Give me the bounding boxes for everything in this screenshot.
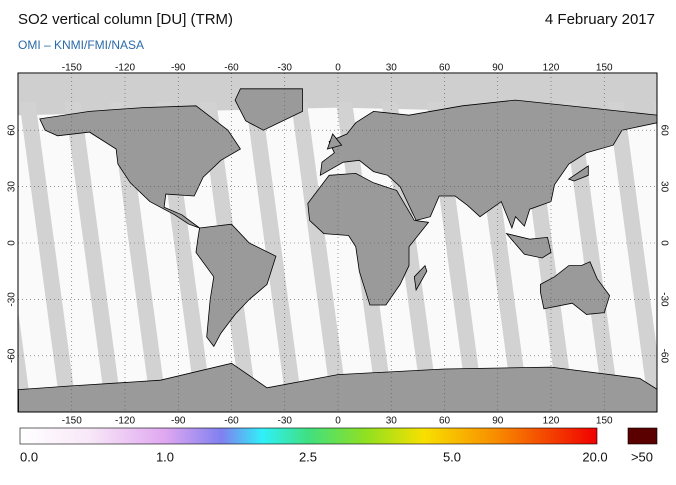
lon-tick-label: 0 — [335, 416, 341, 427]
lon-tick-label: 150 — [596, 416, 613, 427]
land — [307, 172, 430, 306]
lon-tick-label: 60 — [439, 416, 451, 427]
lon-tick-label: -90 — [171, 416, 186, 427]
lon-tick-label: 120 — [543, 63, 560, 74]
lon-tick-label: 0 — [335, 63, 341, 74]
lat-tick-label: -60 — [658, 349, 669, 364]
land — [319, 99, 657, 230]
colorbar-overflow — [627, 427, 658, 445]
lon-tick-label: 150 — [596, 63, 613, 74]
lon-tick-label: -120 — [115, 416, 135, 427]
date: 4 February 2017 — [545, 11, 655, 28]
lat-tick-label: 60 — [658, 125, 669, 137]
swath — [18, 309, 30, 394]
colorbar-label: 1.0 — [156, 449, 174, 464]
colorbar-label: 2.5 — [299, 449, 317, 464]
lon-tick-label: 120 — [543, 416, 560, 427]
map-frame — [17, 72, 658, 413]
lon-tick-label: -30 — [278, 416, 293, 427]
lat-tick-label: 0 — [658, 240, 669, 246]
lon-tick-label: -60 — [224, 416, 239, 427]
lon-tick-label: 90 — [492, 416, 504, 427]
land — [39, 105, 241, 229]
lat-tick-label: 0 — [7, 240, 18, 246]
land — [567, 165, 589, 182]
lat-tick-label: 30 — [7, 181, 18, 193]
colorbar — [19, 427, 598, 445]
swath — [291, 102, 346, 394]
title: SO2 vertical column [DU] (TRM) — [18, 11, 233, 28]
swath — [607, 102, 657, 394]
lon-tick-label: 90 — [492, 63, 504, 74]
colorbar-label: 5.0 — [443, 449, 461, 464]
swath — [245, 102, 301, 394]
lat-tick-label: 30 — [658, 181, 669, 193]
colorbar-label: >50 — [631, 449, 653, 464]
lon-tick-label: 30 — [386, 416, 398, 427]
source: OMI – KNMI/FMI/NASA — [18, 38, 144, 52]
land — [413, 264, 428, 292]
swath — [19, 102, 75, 394]
lon-tick-label: -60 — [224, 63, 239, 74]
swath — [109, 102, 165, 394]
lon-tick-label: 60 — [439, 63, 451, 74]
land — [540, 261, 611, 315]
lon-tick-label: 30 — [386, 63, 398, 74]
land — [234, 88, 303, 131]
colorbar-label: 20.0 — [582, 449, 607, 464]
land — [505, 232, 552, 259]
lat-tick-label: -60 — [7, 348, 18, 363]
swath — [64, 102, 120, 394]
colorbar-label: 0.0 — [20, 449, 38, 464]
lon-tick-label: -150 — [62, 63, 82, 74]
lon-tick-label: -30 — [278, 63, 293, 74]
lat-tick-label: 60 — [7, 124, 18, 136]
land — [195, 223, 277, 348]
lon-tick-label: -150 — [62, 416, 82, 427]
lon-tick-label: -120 — [115, 63, 135, 74]
lat-tick-label: -30 — [658, 292, 669, 307]
lat-tick-label: -30 — [7, 292, 18, 307]
lon-tick-label: -90 — [171, 63, 186, 74]
map — [18, 73, 657, 412]
